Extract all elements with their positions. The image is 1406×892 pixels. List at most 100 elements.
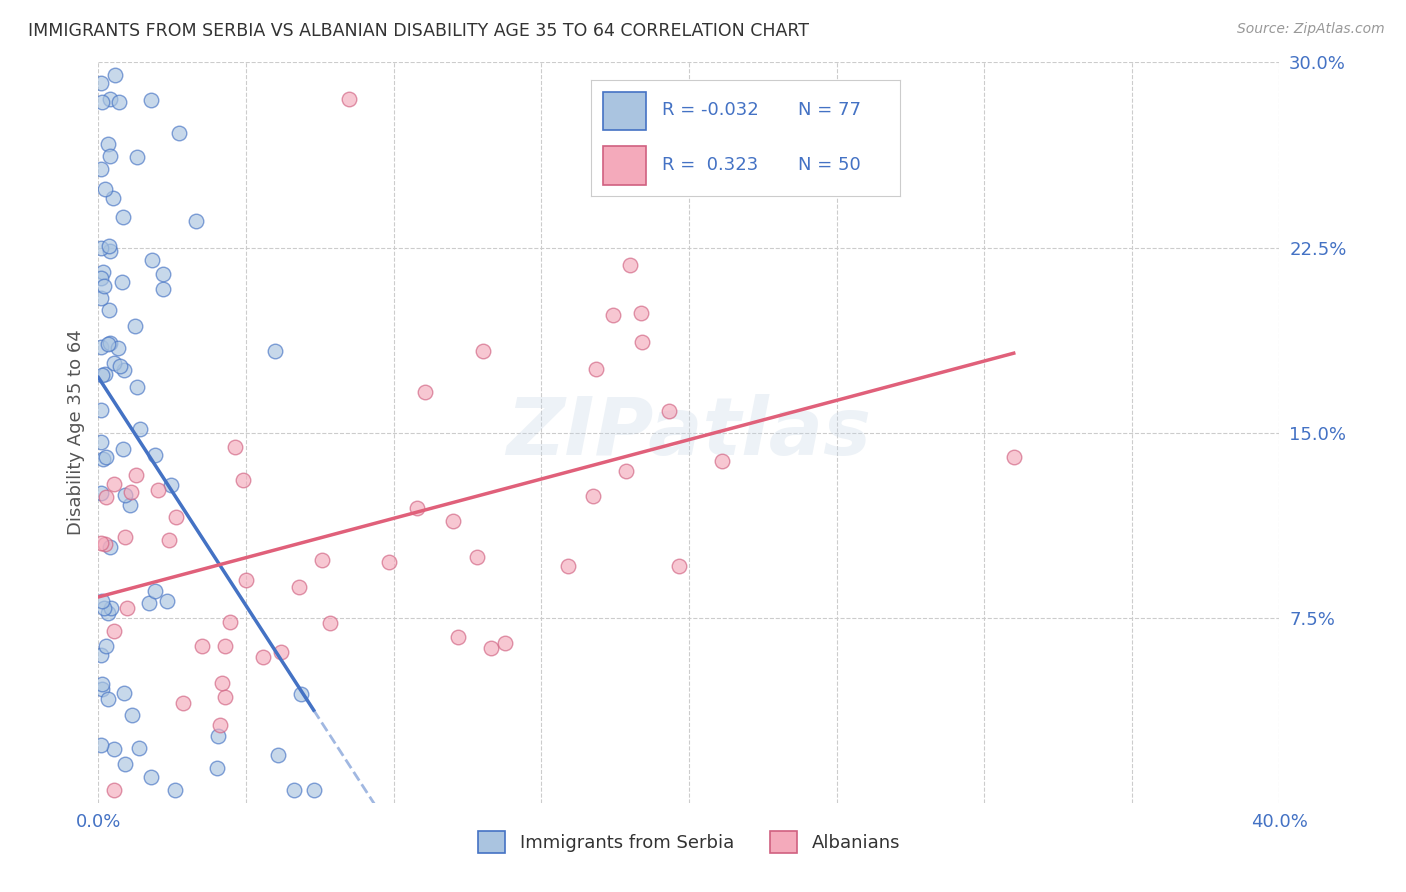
Point — [97, 336, 120, 351]
Point — [93, 601, 115, 615]
Point — [90, 291, 112, 305]
Point — [128, 422, 150, 436]
Point — [152, 283, 174, 297]
Point — [91, 452, 114, 467]
Point — [90, 434, 112, 449]
Point — [112, 442, 135, 457]
Point — [169, 126, 191, 140]
Point — [103, 624, 125, 639]
Point — [191, 639, 214, 653]
Point — [614, 464, 637, 478]
Point — [630, 305, 652, 319]
Point — [619, 258, 641, 272]
Text: Source: ZipAtlas.com: Source: ZipAtlas.com — [1237, 22, 1385, 37]
Point — [252, 650, 274, 665]
Legend: Immigrants from Serbia, Albanians: Immigrants from Serbia, Albanians — [471, 824, 907, 861]
Point — [91, 677, 114, 691]
Point — [406, 500, 429, 515]
Point — [224, 440, 246, 454]
Point — [127, 380, 149, 394]
Point — [98, 92, 121, 106]
Point — [90, 486, 112, 500]
Point — [120, 498, 142, 512]
Point — [90, 738, 112, 752]
Point — [415, 385, 437, 400]
Point — [90, 162, 112, 177]
Point — [104, 68, 127, 82]
Point — [290, 687, 312, 701]
Point — [447, 631, 470, 645]
Point — [263, 343, 285, 358]
Point — [98, 149, 121, 163]
Bar — [603, 146, 647, 185]
Point — [97, 136, 120, 151]
Point — [90, 648, 112, 663]
Point — [232, 473, 254, 487]
Point — [205, 761, 228, 775]
Point — [319, 616, 342, 631]
Point — [91, 265, 114, 279]
Point — [90, 402, 112, 417]
Point — [124, 318, 146, 333]
Y-axis label: Disability Age 35 to 64: Disability Age 35 to 64 — [66, 330, 84, 535]
Point — [465, 550, 488, 565]
Bar — [603, 92, 647, 130]
Point — [100, 601, 122, 615]
Point — [103, 356, 125, 370]
Point — [441, 514, 464, 528]
Point — [207, 729, 229, 743]
Point — [127, 150, 149, 164]
Point — [103, 476, 125, 491]
Point — [378, 555, 401, 569]
Point — [93, 279, 115, 293]
Point — [94, 537, 117, 551]
Point — [214, 639, 236, 653]
Point — [494, 636, 516, 650]
Point — [98, 244, 121, 258]
Point — [103, 191, 125, 205]
Point — [479, 640, 502, 655]
Point — [107, 341, 129, 355]
Point — [668, 558, 690, 573]
Point — [148, 483, 170, 497]
Point — [311, 552, 333, 566]
Point — [128, 740, 150, 755]
Point — [218, 615, 240, 630]
Point — [157, 533, 180, 548]
Point — [98, 335, 121, 350]
Point — [90, 76, 112, 90]
Point — [90, 682, 112, 697]
Point — [184, 214, 207, 228]
Point — [108, 359, 131, 374]
Point — [114, 488, 136, 502]
Text: R =  0.323: R = 0.323 — [662, 156, 758, 174]
Point — [143, 584, 166, 599]
Point — [112, 686, 135, 700]
Text: R = -0.032: R = -0.032 — [662, 102, 758, 120]
Point — [139, 770, 162, 784]
Point — [120, 485, 142, 500]
Point — [156, 593, 179, 607]
Point — [94, 367, 117, 381]
Point — [270, 645, 292, 659]
Point — [90, 240, 112, 254]
Point — [94, 181, 117, 195]
Point — [145, 448, 167, 462]
Point — [160, 477, 183, 491]
Point — [112, 363, 135, 377]
Point — [138, 596, 160, 610]
Point — [139, 93, 162, 107]
Point — [585, 362, 607, 376]
Point — [91, 368, 114, 382]
Point — [631, 334, 654, 349]
Point — [471, 343, 494, 358]
Point — [165, 510, 187, 524]
Point — [283, 783, 305, 797]
Point — [152, 267, 174, 281]
Point — [98, 302, 121, 317]
Point — [557, 558, 579, 573]
Point — [658, 404, 681, 418]
Text: N = 77: N = 77 — [797, 102, 860, 120]
Point — [121, 707, 143, 722]
Point — [267, 748, 290, 763]
